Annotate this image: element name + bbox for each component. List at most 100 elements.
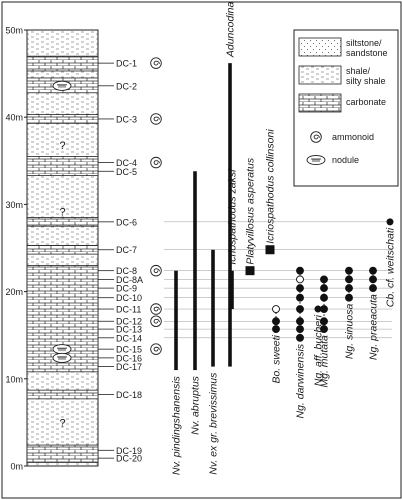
taxon-label: Nv. abruptus bbox=[190, 375, 202, 434]
unknown-interval-mark: ? bbox=[59, 140, 65, 152]
sample-label: DC-12 bbox=[116, 317, 142, 327]
taxon-label: Nv. ex gr. brevissimus bbox=[208, 372, 220, 475]
taxon-label: Nv. pindingshanensis bbox=[171, 375, 183, 475]
carbonate-bed bbox=[26, 114, 99, 124]
sample-label: DC-17 bbox=[116, 362, 142, 372]
sample-label: DC-5 bbox=[116, 167, 137, 177]
sample-label: DC-1 bbox=[116, 59, 137, 69]
unknown-interval-mark: ? bbox=[59, 417, 65, 429]
sample-label: DC-14 bbox=[116, 333, 142, 343]
taxon-range: Icriospathodus collinsoni bbox=[265, 129, 277, 255]
scale-label: 0m bbox=[10, 462, 23, 472]
taxon-range: Aduncodina sp. bbox=[225, 0, 237, 367]
sample-label: DC-10 bbox=[116, 293, 142, 303]
occurrence-dot bbox=[345, 275, 353, 284]
taxon-label: Platyvillosus asperatus bbox=[245, 157, 257, 265]
taxon-range: Ng. aff. bucheri bbox=[313, 305, 325, 386]
carbonate-bed bbox=[26, 217, 99, 227]
taxon-label: Ng. sinuosa bbox=[344, 304, 356, 360]
taxon-range: Ng. sinuosa bbox=[344, 266, 356, 360]
range-bar bbox=[211, 249, 215, 367]
height-scale: 50m 40m 30m 20m 10m 0m bbox=[5, 26, 27, 472]
occurrence-dot bbox=[296, 284, 304, 293]
scale-label: 40m bbox=[5, 113, 23, 123]
occurrence-dot bbox=[320, 317, 328, 326]
carbonate-bed bbox=[26, 244, 99, 255]
taxon-label: Bo. sweeti bbox=[271, 334, 283, 383]
legend-swatch-siltstone bbox=[298, 37, 342, 57]
occurrence-dot bbox=[296, 333, 304, 342]
ammonoid-icon bbox=[150, 57, 162, 69]
legend-ammonoid-icon bbox=[310, 131, 322, 143]
scale-label: 10m bbox=[5, 374, 23, 384]
taxon-label: Ng. aff. bucheri bbox=[313, 314, 325, 386]
sample-label: DC-9 bbox=[116, 284, 137, 294]
sample-label: DC-7 bbox=[116, 245, 137, 255]
occurrence-dot bbox=[296, 266, 304, 275]
sample-label: DC-8A bbox=[116, 275, 143, 285]
occurrence-dot bbox=[369, 284, 377, 293]
taxon-range: Ng. praeacuta bbox=[368, 266, 380, 360]
ammonoid-icon bbox=[150, 343, 162, 355]
taxon-range: Nv. abruptus bbox=[190, 171, 202, 435]
legend-label-ammonoid: ammonoid bbox=[332, 132, 374, 142]
range-bar bbox=[228, 63, 232, 367]
taxon-ranges: Nv. pindingshanensis Nv. abruptus Nv. ex g… bbox=[171, 0, 397, 475]
taxon-range: Ng. darwinensis bbox=[295, 266, 307, 419]
sample-label: DC-3 bbox=[116, 114, 137, 124]
range-bar bbox=[193, 171, 197, 371]
occurrence-dot bbox=[296, 293, 304, 302]
scale-label: 50m bbox=[5, 26, 23, 36]
carbonate-bed bbox=[26, 265, 99, 373]
range-bar bbox=[230, 270, 234, 310]
sample-label: DC-16 bbox=[116, 353, 142, 363]
sample-label: DC-13 bbox=[116, 325, 142, 335]
nodule-icon bbox=[52, 344, 72, 355]
sample-label: DC-2 bbox=[116, 81, 137, 91]
ammonoid-icon bbox=[150, 315, 162, 327]
taxon-label: Aduncodina sp. bbox=[225, 0, 237, 58]
occurrence-dot bbox=[386, 218, 394, 226]
occurrence-dot bbox=[296, 275, 304, 284]
occurrence-dot bbox=[272, 305, 280, 313]
carbonate-bed bbox=[26, 389, 99, 400]
occurrence-dot bbox=[296, 305, 304, 313]
ammonoid-icon bbox=[150, 113, 162, 125]
legend-label-siltstone: siltstone/ bbox=[346, 38, 382, 48]
legend-label-carbonate: carbonate bbox=[346, 97, 386, 107]
scale-label: 20m bbox=[5, 287, 23, 297]
legend-label-shale: silty shale bbox=[346, 76, 386, 86]
carbonate-bed bbox=[26, 55, 99, 72]
taxon-range: Cb. cf. weitschati bbox=[385, 218, 397, 307]
occurrence-dot bbox=[369, 275, 377, 284]
sample-labels: DC-1DC-2DC-3DC-4DC-5DC-6DC-7DC-8DC-8ADC-… bbox=[52, 57, 162, 464]
taxon-label: Ng. darwinensis bbox=[295, 343, 307, 418]
occurrence-dot bbox=[320, 284, 328, 293]
occurrence-square bbox=[245, 266, 255, 276]
sample-label: DC-4 bbox=[116, 158, 137, 168]
taxon-range: Bo. sweeti bbox=[271, 305, 283, 384]
occurrence-dot bbox=[320, 293, 328, 302]
taxon-label: Mg. mutata bbox=[319, 335, 331, 388]
taxon-label: Ng. praeacuta bbox=[368, 294, 380, 360]
legend-swatch-shale bbox=[298, 65, 342, 85]
sample-guide-lines bbox=[164, 221, 392, 339]
legend-label-nodule: nodule bbox=[332, 155, 359, 165]
carbonate-bed bbox=[26, 156, 99, 177]
occurrence-dot bbox=[345, 266, 353, 275]
occurrence-square bbox=[265, 245, 275, 255]
sample-label: DC-6 bbox=[116, 217, 137, 227]
occurrence-dot bbox=[345, 284, 353, 293]
legend: siltstone/sandstone shale/silty shale carb… bbox=[293, 29, 399, 187]
ammonoid-icon bbox=[150, 156, 162, 169]
taxon-range: Mg. mutata bbox=[319, 275, 331, 388]
taxon-range: Platyvillosus asperatus bbox=[245, 157, 257, 276]
sample-label: DC-18 bbox=[116, 390, 142, 400]
occurrence-dot bbox=[369, 266, 377, 275]
range-bar bbox=[174, 270, 178, 371]
sample-label: DC-15 bbox=[116, 345, 142, 355]
stratigraphic-column: ??? bbox=[26, 29, 99, 467]
occurrence-dot bbox=[320, 275, 328, 284]
